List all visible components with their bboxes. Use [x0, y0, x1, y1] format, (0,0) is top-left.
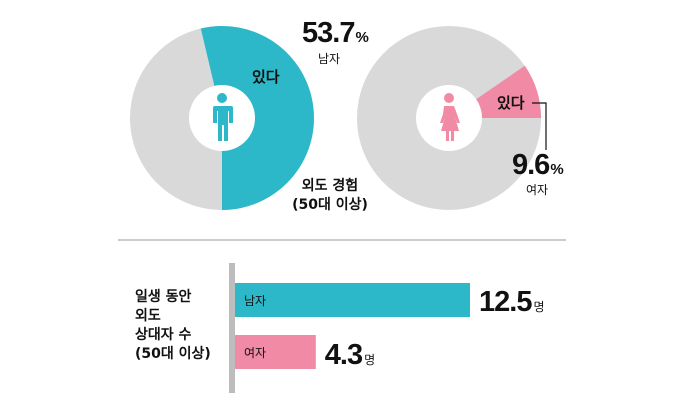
female-group-label: 여자 [526, 183, 548, 197]
male-pie-yes-slice [200, 25, 314, 210]
bar-female [235, 335, 316, 369]
female-slice-label: 있다 [497, 94, 525, 112]
pie-caption-line1: 외도 경험 [302, 177, 358, 194]
male-pie-chart: 있다 53.7% 남자 [130, 17, 369, 210]
female-pie-chart: 있다 9.6% 여자 [357, 26, 564, 210]
male-slice-label: 있다 [252, 68, 280, 86]
male-value-group: 53.7% 남자 [302, 17, 369, 66]
bar-male-value: 12.5 명 [479, 286, 544, 318]
bar-axis [229, 263, 235, 393]
female-leader-line [532, 102, 547, 150]
pie-caption-line2: (50대 이상) [292, 196, 368, 213]
bar-category-label: 일생 동안 외도 상대자 수 (50대 이상) [135, 288, 211, 362]
bar-chart: 일생 동안 외도 상대자 수 (50대 이상) 남자 12.5 명 여자 4.3 명 [135, 263, 545, 393]
male-percent-value: 53.7% [302, 17, 368, 49]
bar-label-line-1: 일생 동안 [135, 288, 192, 305]
female-value-group: 9.6% 여자 [512, 149, 564, 197]
male-group-label: 남자 [318, 52, 340, 66]
female-icon [440, 93, 460, 141]
female-percent-value: 9.6% [512, 149, 563, 181]
bar-female-category-label: 여자 [244, 346, 266, 360]
bar-label-line-4: (50대 이상) [135, 345, 211, 362]
bar-label-line-2: 외도 [135, 307, 161, 324]
bar-male [235, 283, 470, 317]
bar-male-category-label: 남자 [244, 294, 266, 308]
bar-label-line-3: 상대자 수 [135, 327, 192, 343]
bar-female-value: 4.3 명 [325, 339, 374, 371]
male-icon [213, 93, 233, 141]
